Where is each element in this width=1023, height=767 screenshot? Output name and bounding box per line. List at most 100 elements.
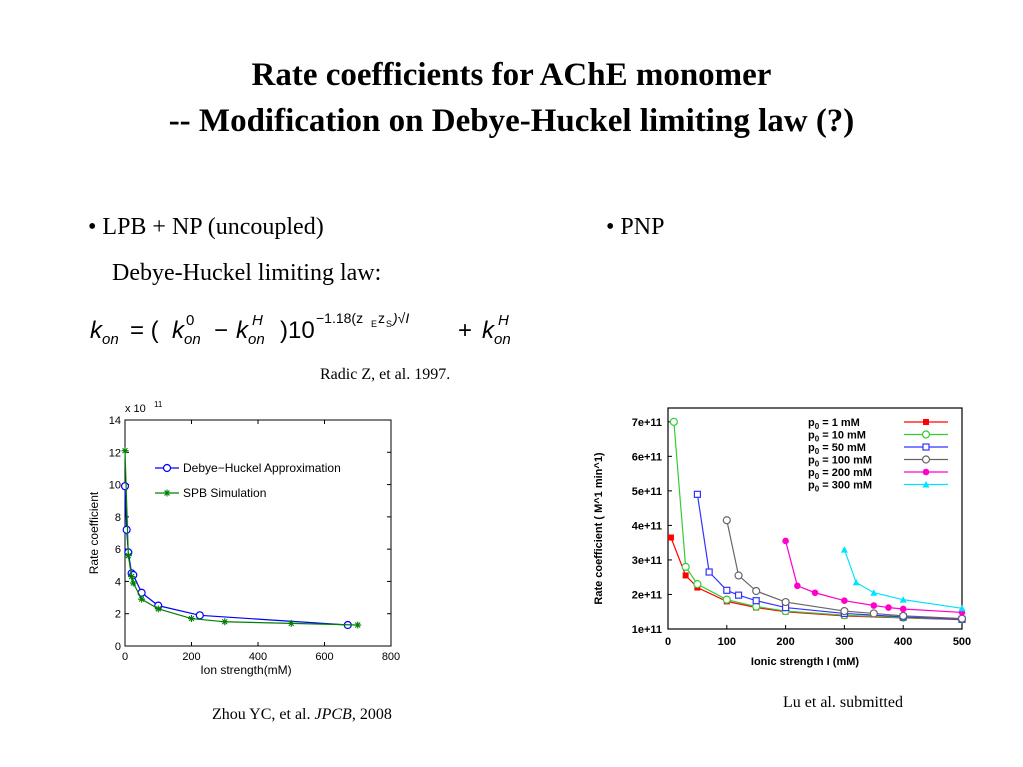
series-5-point [840, 546, 848, 553]
x-tick-label: 600 [315, 651, 333, 663]
debye-huckel-formula: k on = ( k 0 on − k H on )10 −1.18(z E z… [90, 310, 511, 348]
formula-kh2-sup: H [498, 312, 509, 329]
series-1-point [669, 417, 678, 426]
series-2-point [752, 597, 760, 605]
formula-exp-sub2: S [386, 319, 392, 329]
x-tick-label: 400 [249, 651, 267, 663]
legend-rest: = 1 mM [819, 417, 860, 429]
legend-marker [923, 419, 929, 425]
legend-p: p [808, 467, 815, 479]
legend-sub: 0 [815, 460, 820, 469]
legend-marker [163, 489, 171, 497]
chart-debye-huckel-vs-spb: 0 200 400 600 800 0 2 4 6 8 10 12 14 x 10 11 Ion streng… [87, 400, 400, 677]
formula-exp-tail: )√I [391, 310, 409, 326]
legend-rest: = 50 mM [819, 442, 866, 454]
series-5-point [958, 604, 966, 612]
series-4 [782, 537, 966, 616]
series-1-point [681, 562, 690, 571]
series-0-point [120, 482, 130, 491]
series-1-point [129, 579, 137, 587]
citation-radic: Radic Z, et al. 1997. [320, 366, 451, 383]
formula-k0: k [172, 317, 186, 344]
series-0-point [682, 572, 689, 579]
legend-entry-1: SPB Simulation [155, 486, 266, 500]
legend-label: SPB Simulation [183, 486, 266, 500]
bullet-lpb-np: • LPB + NP (uncoupled) [88, 214, 324, 240]
citation-zhou-year: , 2008 [351, 706, 392, 723]
formula-exp-sub1: E [371, 319, 377, 329]
series-4-point [841, 597, 848, 604]
slide-title-line-2: -- Modification on Debye-Huckel limiting… [168, 103, 855, 139]
y-tick-label: 8 [115, 512, 121, 524]
series-3-point [752, 586, 761, 596]
series-3-point [734, 571, 743, 580]
y-tick-label: 3e+11 [632, 555, 662, 567]
legend-p: p [808, 417, 815, 429]
legend-rest: = 10 mM [819, 430, 866, 442]
y-tick-label: 6e+11 [632, 451, 662, 463]
series-4-point [811, 589, 819, 597]
series-1-point [693, 580, 702, 589]
y-tick-label: 4e+11 [632, 520, 662, 532]
citation-lu: Lu et al. submitted [783, 694, 903, 711]
exponent-label: x 10 [125, 403, 146, 415]
y-tick-label: 14 [109, 415, 121, 427]
legend-marker [921, 430, 931, 439]
series-1-point [154, 605, 162, 613]
series-4-point [794, 582, 801, 590]
x-tick-label: 0 [122, 651, 128, 663]
legend-p: p [808, 480, 815, 492]
legend-sub: 0 [815, 485, 820, 494]
legend-entry-5: p0 = 300 mM [808, 480, 948, 494]
legend-entry-0: Debye−Huckel Approximation [155, 461, 341, 475]
plot-area [124, 419, 392, 647]
legend-p: p [808, 442, 815, 454]
formula-eq: = ( [130, 317, 159, 344]
legend-entry-3: p0 = 100 mM [808, 455, 948, 469]
bullet-pnp: • PNP [606, 214, 665, 240]
legend-p: p [808, 430, 815, 442]
series-1-point [221, 618, 229, 626]
x-axis-label: Ion strength(mM) [200, 663, 291, 677]
legend-label: p0 = 300 mM [808, 480, 872, 494]
series-0-point [667, 534, 674, 541]
series-1-point [722, 595, 731, 604]
series-0-point [122, 525, 131, 534]
series-5-point [899, 596, 907, 603]
series-3-point [722, 516, 731, 525]
x-tick-label: 500 [953, 636, 971, 648]
legend-p: p [808, 455, 815, 467]
formula-kh2-sub: on [494, 331, 511, 348]
legend-label: p0 = 1 mM [808, 417, 860, 431]
slide-title-line-1: Rate coefficients for AChE monomer [251, 57, 772, 93]
legend-entry-1: p0 = 10 mM [808, 430, 948, 444]
x-tick-label: 800 [382, 651, 400, 663]
formula-close-10: )10 [280, 317, 315, 344]
series-3-point [869, 609, 878, 618]
series-3-point [840, 606, 849, 616]
formula-kh: k [236, 317, 250, 344]
legend-box [804, 412, 954, 492]
series-4-point [885, 604, 892, 611]
legend-label: p0 = 10 mM [808, 430, 866, 444]
legend-sub: 0 [815, 422, 820, 431]
legend-rest: = 200 mM [819, 467, 872, 479]
series-2-point [705, 568, 713, 576]
x-tick-label: 200 [182, 651, 200, 663]
y-axis-label: Rate coefficient ( M^1 min^1) [593, 452, 605, 605]
series-2-point [734, 591, 743, 599]
y-tick-label: 6 [115, 544, 121, 556]
y-tick-label: 5e+11 [632, 486, 662, 498]
legend-marker [921, 455, 931, 464]
legend-label: p0 = 200 mM [808, 467, 872, 481]
series-0-point [195, 611, 204, 620]
series-1-point [138, 595, 146, 603]
series-1-point [188, 615, 195, 623]
legend-sub: 0 [815, 435, 820, 444]
legend-rest: = 300 mM [819, 480, 872, 492]
legend-marker [162, 463, 172, 473]
chart-pnp-rate-coefficient: 0 100 200 300 400 500 1e+11 2e+11 3e+11 4e+11 5e+1… [593, 407, 971, 668]
legend-entry-2: p0 = 50 mM [808, 442, 948, 456]
exponent-sup: 11 [154, 400, 163, 409]
series-2-point [723, 586, 731, 594]
